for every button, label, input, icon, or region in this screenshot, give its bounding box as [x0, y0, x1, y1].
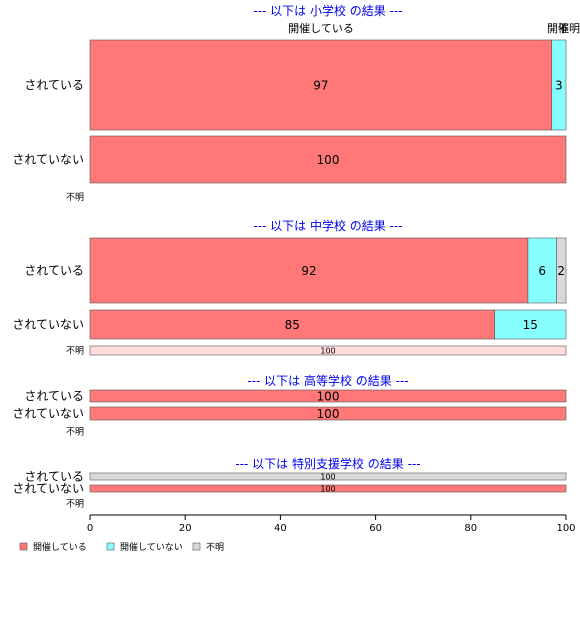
- column-header-1: 開催: [547, 21, 569, 35]
- value-label: 3: [555, 79, 563, 93]
- category-label: 不明: [66, 427, 84, 438]
- value-label: 100: [317, 390, 340, 404]
- value-label: 100: [317, 407, 340, 421]
- category-label: されている: [24, 264, 84, 278]
- panel-title: --- 以下は 中学校 の結果 ---: [253, 218, 402, 233]
- bar-segment: [494, 309, 567, 340]
- value-label: 6: [538, 264, 546, 278]
- category-label: されていない: [12, 407, 84, 421]
- bar-segment: [551, 39, 567, 131]
- bar-segment: [89, 484, 567, 493]
- value-label: 85: [285, 318, 300, 332]
- category-label: されている: [24, 470, 84, 484]
- bar-segment: [556, 237, 567, 304]
- value-label: 100: [320, 473, 335, 482]
- bar-segment: [527, 237, 557, 304]
- legend-swatch: [106, 542, 115, 551]
- legend-label: 開催している: [33, 541, 87, 553]
- value-label: 100: [320, 485, 335, 494]
- category-label: されている: [24, 389, 84, 403]
- legend-swatch: [192, 542, 201, 551]
- x-tick-label: 80: [464, 523, 477, 534]
- value-label: 100: [320, 347, 335, 356]
- bar-segment: [89, 309, 495, 340]
- panel-title: --- 以下は 高等学校 の結果 ---: [247, 373, 408, 388]
- x-tick-label: 60: [369, 523, 382, 534]
- value-label: 92: [301, 264, 316, 278]
- panel-title: --- 以下は 小学校 の結果 ---: [253, 3, 402, 18]
- value-label: 97: [313, 79, 328, 93]
- legend-label: 不明: [206, 542, 224, 553]
- bar-segment: [89, 237, 529, 304]
- column-header-2: 不明: [558, 22, 580, 35]
- category-label: 不明: [66, 192, 84, 203]
- bar-segment: [89, 406, 567, 421]
- bar-segment: [89, 472, 567, 481]
- category-label: されていない: [12, 318, 84, 332]
- value-label: 15: [523, 318, 538, 332]
- legend-label: 開催していない: [120, 541, 183, 553]
- legend-swatch: [19, 542, 28, 551]
- category-label: 不明: [66, 346, 84, 357]
- bar-segment: [89, 135, 567, 184]
- x-tick-label: 100: [556, 523, 575, 534]
- panel-title: --- 以下は 特別支援学校 の結果 ---: [235, 456, 420, 471]
- column-header-0: 開催している: [288, 21, 354, 35]
- x-tick-label: 0: [87, 523, 93, 534]
- category-label: 不明: [66, 499, 84, 510]
- x-tick-label: 40: [274, 523, 287, 534]
- x-tick-label: 20: [179, 523, 192, 534]
- bar-segment: [89, 389, 567, 403]
- bar-segment: [89, 345, 567, 356]
- category-label: されていない: [12, 482, 84, 496]
- value-label: 100: [317, 153, 340, 167]
- value-label: 2: [557, 264, 565, 278]
- category-label: されている: [24, 78, 84, 92]
- category-label: されていない: [12, 153, 84, 167]
